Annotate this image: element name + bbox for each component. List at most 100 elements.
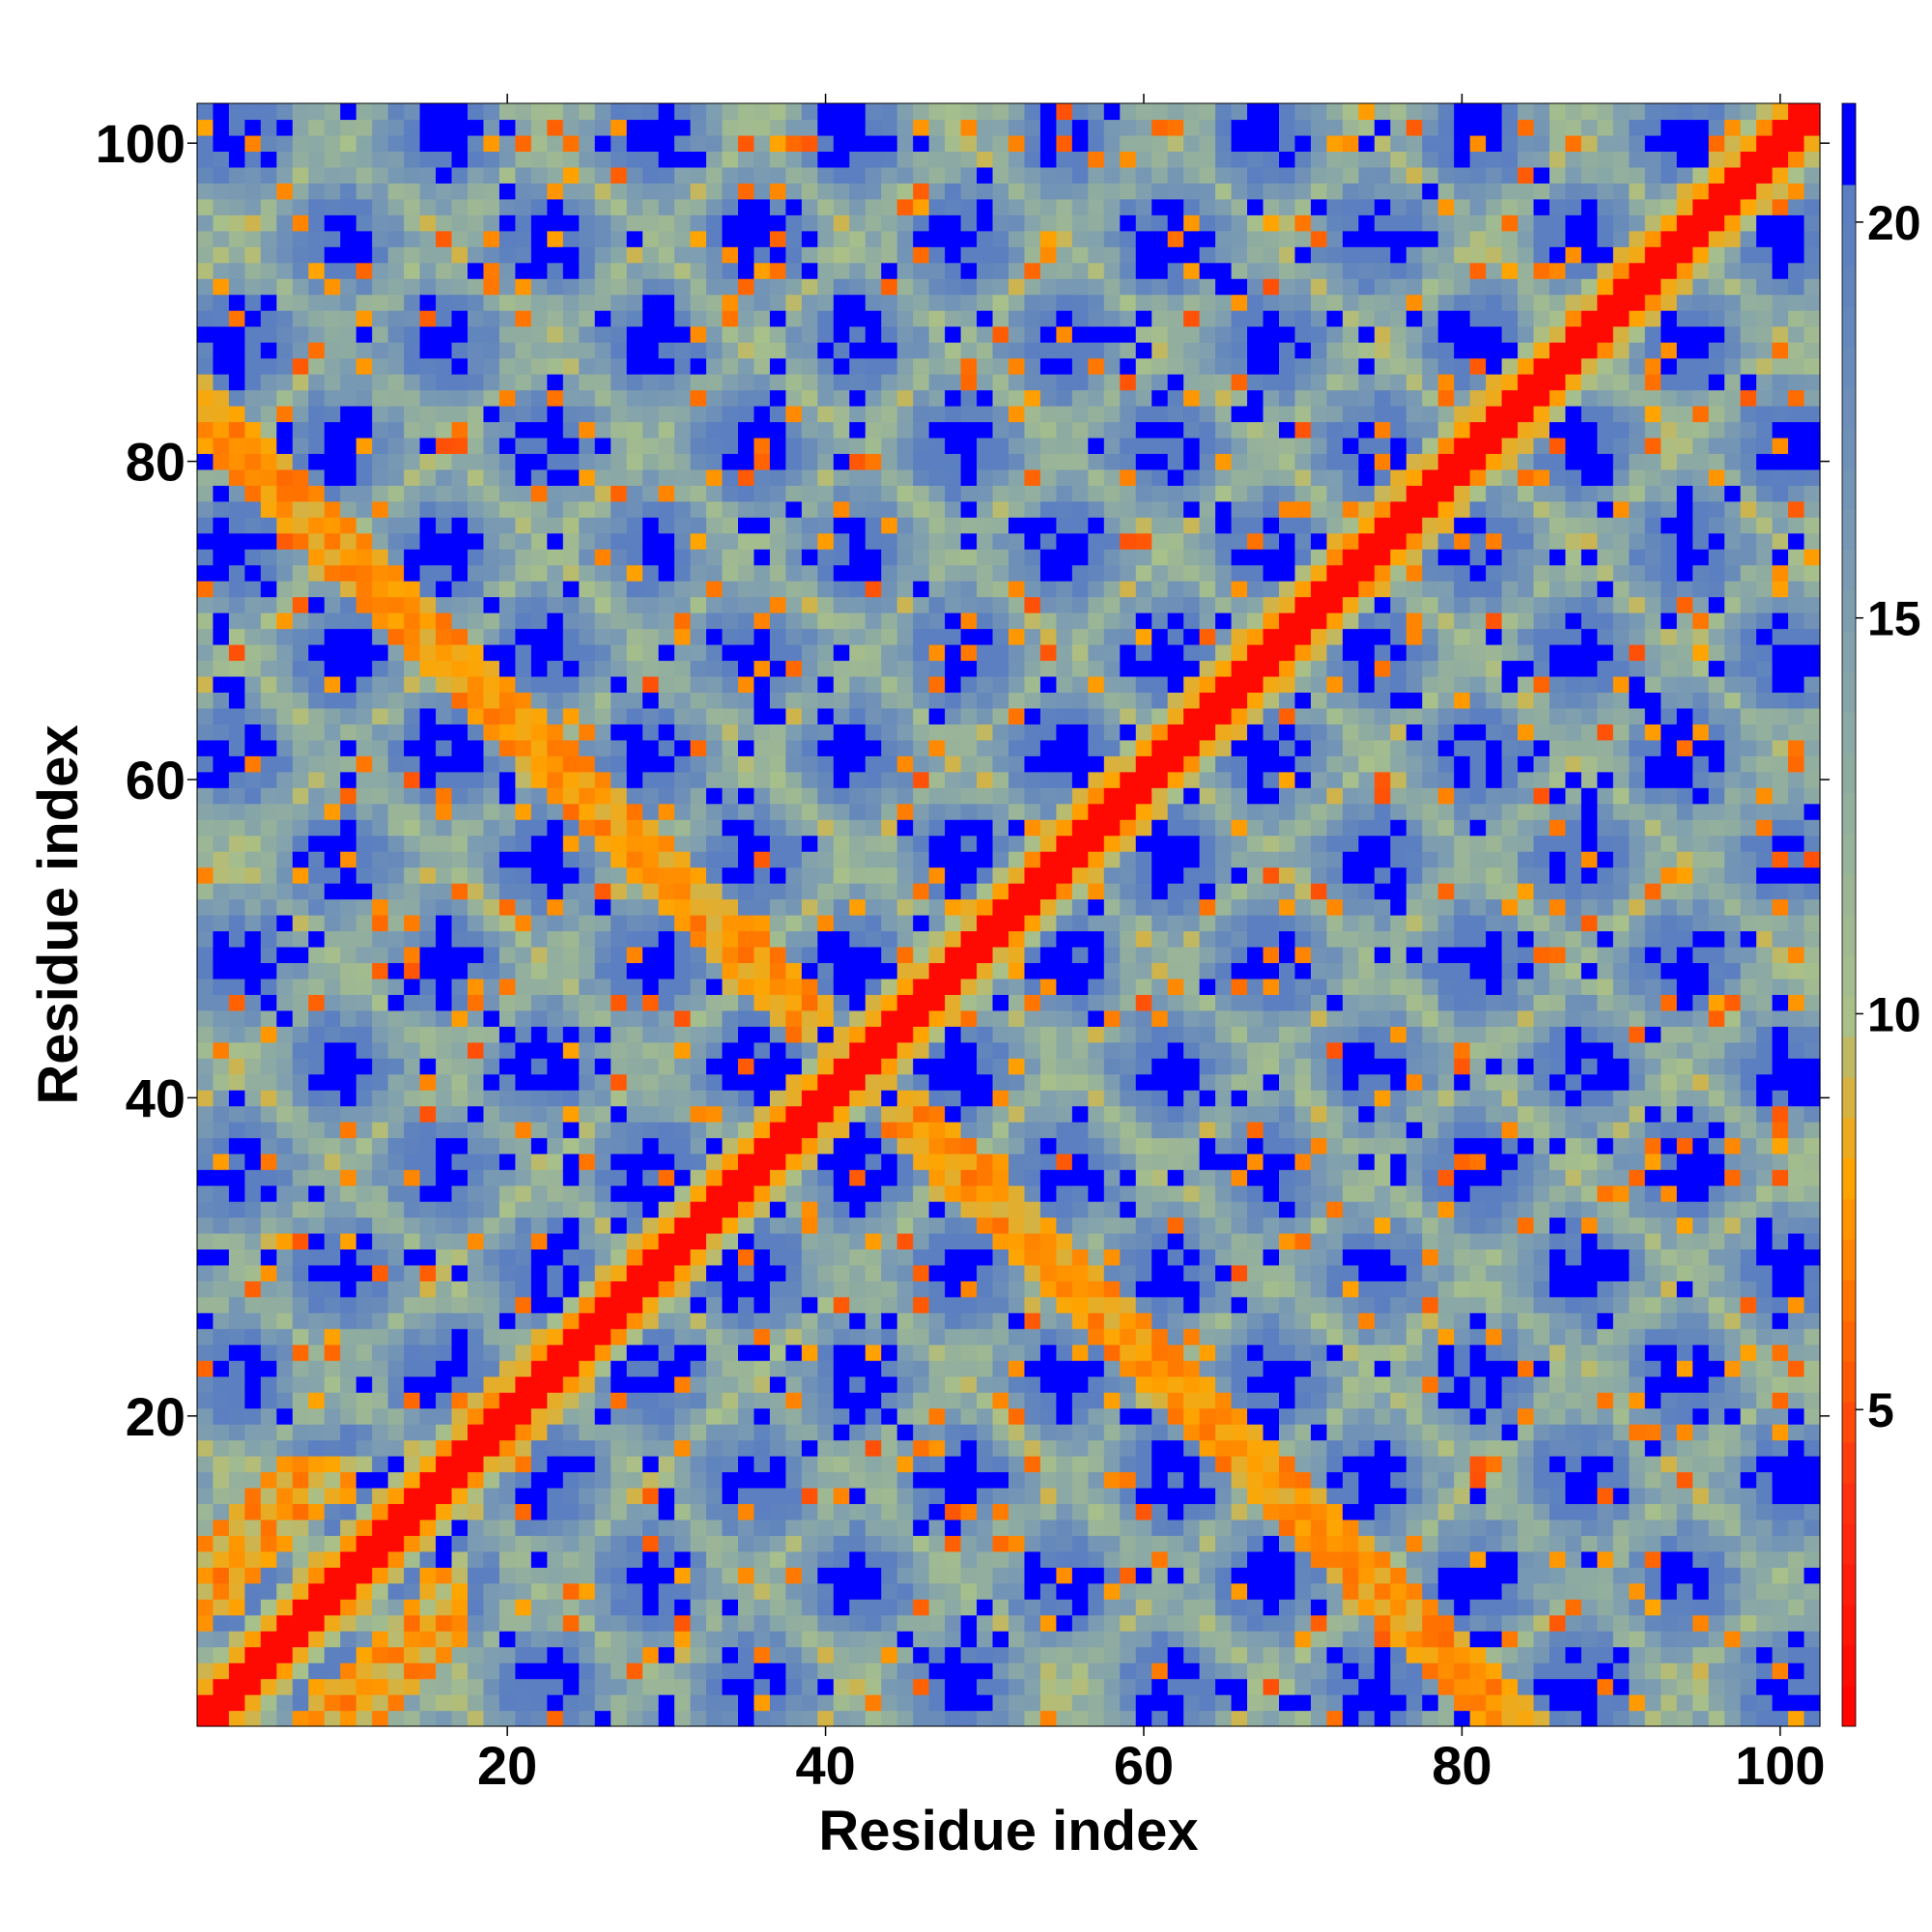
heatmap-cell xyxy=(865,771,882,788)
heatmap-cell xyxy=(833,1058,850,1075)
heatmap-cell xyxy=(436,1662,453,1680)
heatmap-cell xyxy=(785,994,803,1011)
heatmap-cell xyxy=(960,564,978,582)
heatmap-cell xyxy=(436,787,453,805)
heatmap-cell xyxy=(228,1424,246,1441)
heatmap-cell xyxy=(945,978,962,995)
heatmap-cell xyxy=(530,1264,548,1282)
heatmap-cell xyxy=(213,915,230,932)
heatmap-cell xyxy=(594,1296,611,1314)
heatmap-cell xyxy=(387,310,405,327)
heatmap-cell xyxy=(483,198,500,215)
heatmap-cell xyxy=(562,1376,580,1393)
heatmap-cell xyxy=(706,1710,724,1727)
heatmap-cell xyxy=(960,596,978,613)
heatmap-cell xyxy=(387,1344,405,1361)
heatmap-cell xyxy=(387,1248,405,1265)
heatmap-cell xyxy=(849,707,867,724)
heatmap-cell xyxy=(579,1471,596,1489)
heatmap-cell xyxy=(292,994,309,1011)
heatmap-cell xyxy=(292,1694,309,1712)
heatmap-cell xyxy=(355,532,373,550)
heatmap-cell xyxy=(324,1105,341,1122)
heatmap-cell xyxy=(865,421,882,439)
heatmap-cell xyxy=(594,1519,611,1536)
heatmap-cell xyxy=(276,724,294,741)
heatmap-cell xyxy=(340,915,357,932)
heatmap-cell xyxy=(722,183,739,200)
heatmap-cell xyxy=(690,835,707,852)
heatmap-cell xyxy=(292,1344,309,1361)
heatmap-cell xyxy=(769,978,787,995)
heatmap-cell xyxy=(594,962,611,980)
heatmap-cell xyxy=(276,294,294,311)
heatmap-cell xyxy=(340,1169,357,1186)
heatmap-cell xyxy=(260,1058,277,1075)
heatmap-cell xyxy=(738,1471,755,1489)
heatmap-cell xyxy=(626,500,643,518)
heatmap-cell xyxy=(769,1058,787,1075)
heatmap-cell xyxy=(594,564,611,582)
heatmap-cell xyxy=(213,230,230,247)
heatmap-cell xyxy=(276,675,294,694)
heatmap-cell xyxy=(579,660,596,677)
heatmap-cell xyxy=(849,1216,867,1235)
heatmap-cell xyxy=(769,1471,787,1489)
heatmap-cell xyxy=(451,1550,469,1568)
heatmap-cell xyxy=(483,994,500,1011)
heatmap-cell xyxy=(228,596,246,613)
heatmap-cell xyxy=(498,962,517,980)
heatmap-cell xyxy=(292,581,309,598)
heatmap-cell xyxy=(674,787,692,805)
heatmap-cell xyxy=(896,1360,914,1378)
heatmap-cell xyxy=(881,739,898,756)
heatmap-cell xyxy=(642,453,660,470)
heatmap-cell xyxy=(483,1153,500,1171)
heatmap-cell xyxy=(483,532,500,550)
heatmap-cell xyxy=(738,1122,755,1139)
heatmap-cell xyxy=(785,1058,803,1075)
heatmap-cell xyxy=(738,1710,755,1727)
heatmap-cell xyxy=(690,485,707,502)
heatmap-cell xyxy=(706,835,724,852)
heatmap-cell xyxy=(913,1678,930,1695)
heatmap-cell xyxy=(722,1599,739,1616)
heatmap-cell xyxy=(881,787,898,805)
heatmap-cell xyxy=(260,1073,277,1091)
heatmap-cell xyxy=(753,103,771,121)
heatmap-cell xyxy=(213,1407,230,1425)
heatmap-cell xyxy=(213,1328,230,1346)
heatmap-cell xyxy=(722,612,739,630)
heatmap-cell xyxy=(913,500,930,518)
heatmap-cell xyxy=(515,1646,532,1663)
heatmap-cell xyxy=(658,867,675,884)
heatmap-cell xyxy=(404,374,421,391)
heatmap-cell xyxy=(547,1169,564,1186)
heatmap-cell xyxy=(292,787,309,805)
heatmap-cell xyxy=(753,549,771,566)
heatmap-cell xyxy=(324,1519,341,1536)
heatmap-cell xyxy=(738,1550,755,1568)
heatmap-cell xyxy=(753,437,771,454)
heatmap-cell xyxy=(547,1122,564,1139)
heatmap-cell xyxy=(896,1137,914,1154)
heatmap-cell xyxy=(244,119,262,136)
heatmap-cell xyxy=(817,183,835,200)
heatmap-cell xyxy=(419,628,437,645)
heatmap-cell xyxy=(530,1550,548,1568)
heatmap-cell xyxy=(355,389,373,407)
heatmap-cell xyxy=(483,1122,500,1139)
heatmap-cell xyxy=(706,1344,724,1361)
heatmap-cell xyxy=(579,994,596,1011)
heatmap-cell xyxy=(308,357,326,375)
heatmap-cell xyxy=(213,755,230,773)
heatmap-cell xyxy=(197,915,214,932)
heatmap-cell xyxy=(817,469,835,486)
heatmap-cell xyxy=(626,469,643,486)
heatmap-cell xyxy=(913,405,930,423)
heatmap-cell xyxy=(833,1026,850,1043)
heatmap-cell xyxy=(611,326,628,343)
heatmap-cell xyxy=(674,230,692,247)
heatmap-cell xyxy=(945,1424,962,1441)
heatmap-cell xyxy=(769,374,787,391)
